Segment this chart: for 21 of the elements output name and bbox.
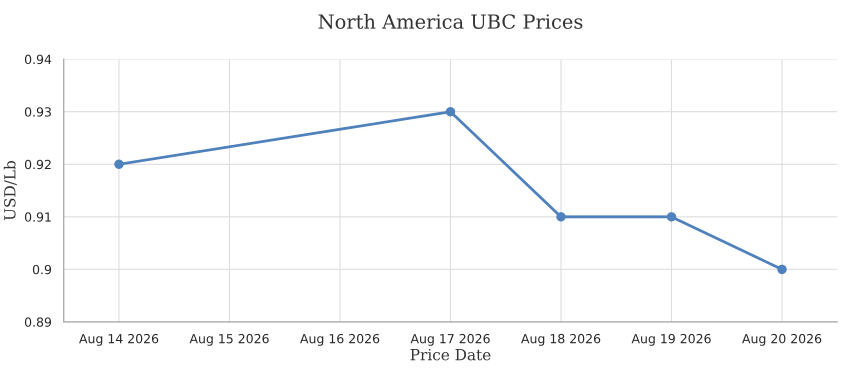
- x-tick-label: Aug 20 2026: [742, 334, 822, 346]
- x-tick-label: Aug 19 2026: [632, 334, 711, 346]
- point: [114, 160, 124, 170]
- x-tick-label: Aug 14 2026: [79, 334, 158, 346]
- y-axis-title: USD/Lb: [4, 160, 17, 220]
- chart-title: North America UBC Prices: [318, 14, 582, 29]
- x-tick-label: Aug 18 2026: [521, 334, 600, 346]
- y-tick-label: 0.9: [32, 264, 52, 274]
- point: [446, 106, 456, 116]
- point: [666, 212, 676, 222]
- x-tick-label: Aug 17 2026: [410, 334, 490, 346]
- y-tick-label: 0.89: [24, 317, 52, 327]
- point: [777, 264, 787, 274]
- y-tick-label: 0.94: [24, 54, 52, 64]
- y-tick-label: 0.93: [24, 107, 51, 117]
- y-tick-label: 0.91: [24, 212, 51, 222]
- y-tick-label: 0.92: [24, 160, 51, 170]
- point: [556, 212, 566, 222]
- x-tick-label: Aug 16 2026: [300, 334, 380, 346]
- x-axis-title: Price Date: [410, 348, 490, 360]
- x-tick-label: Aug 15 2026: [190, 334, 269, 346]
